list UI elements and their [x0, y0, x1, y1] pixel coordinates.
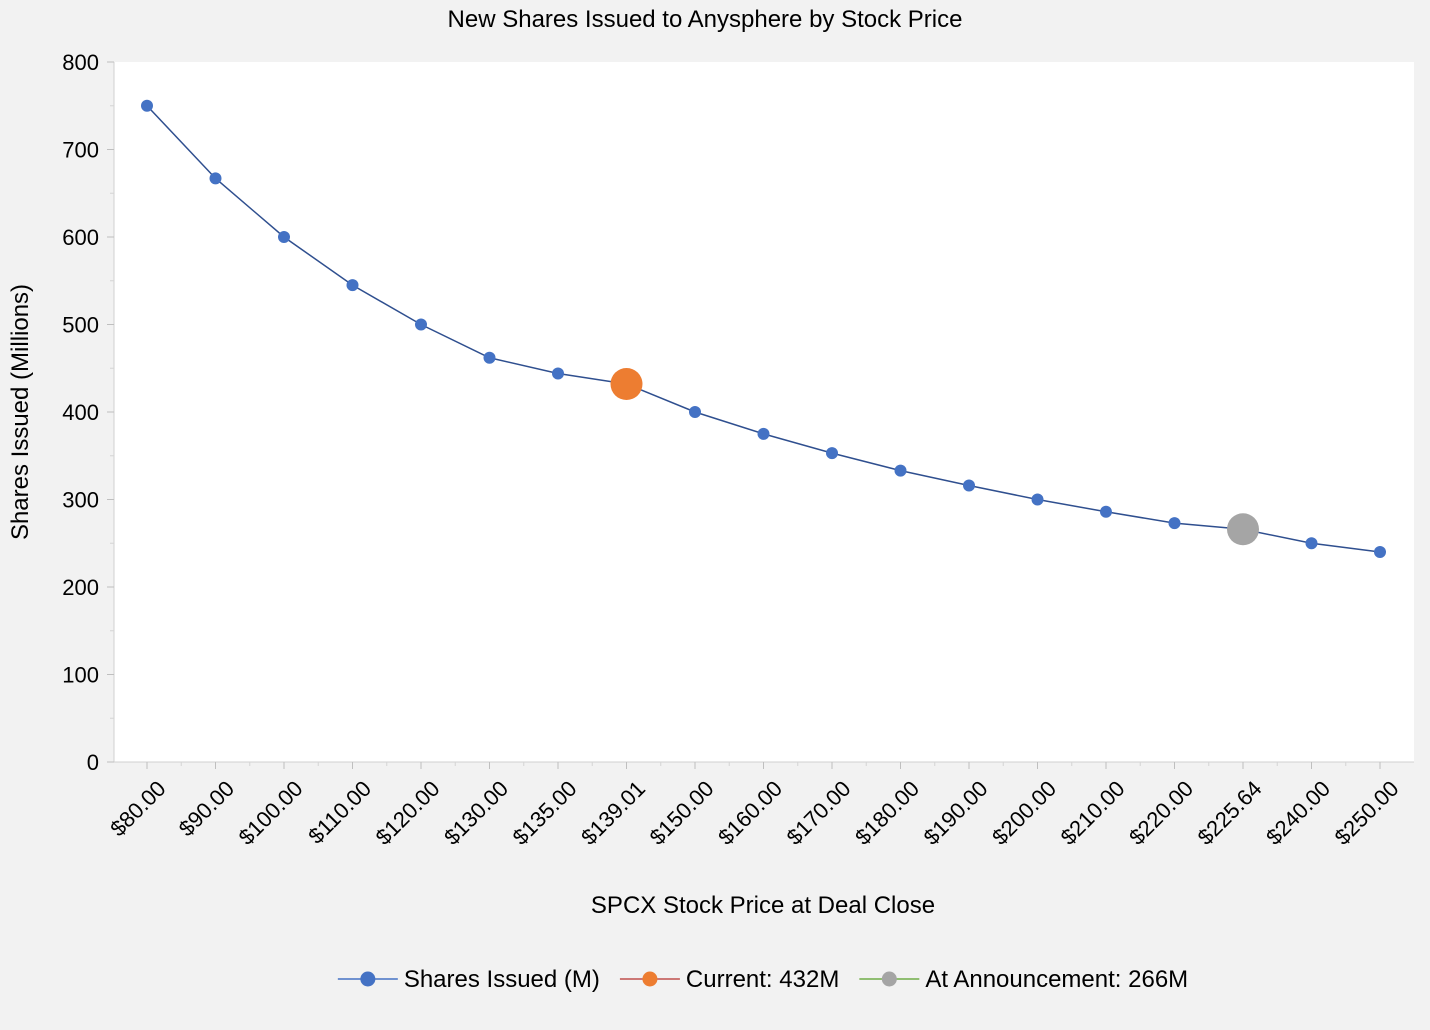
data-point: [483, 351, 496, 364]
y-tick-label: 200: [62, 575, 99, 600]
data-point: [1100, 505, 1112, 518]
x-axis-label: SPCX Stock Price at Deal Close: [591, 892, 935, 919]
legend-key-marker: [360, 971, 376, 987]
y-tick-label: 500: [62, 313, 99, 338]
x-tick-label: $160.00: [713, 776, 787, 850]
data-point: [757, 427, 770, 440]
data-point: [346, 279, 359, 292]
x-tick-label: $240.00: [1261, 776, 1335, 850]
x-tick-label: $135.00: [508, 776, 582, 850]
data-point: [894, 464, 907, 477]
y-tick-label: 300: [62, 488, 99, 513]
y-axis-label: Shares Issued (Millions): [7, 284, 34, 540]
series-layer: [141, 99, 1386, 558]
y-tick-label: 0: [87, 750, 99, 775]
plot-area: [114, 62, 1414, 762]
x-tick-label: $130.00: [439, 776, 513, 850]
data-point: [552, 367, 564, 380]
y-tick-label: 700: [62, 138, 99, 163]
x-tick-label: $220.00: [1124, 776, 1198, 850]
x-tick-label: $210.00: [1056, 776, 1130, 850]
x-tick-label: $139.01: [576, 776, 650, 850]
data-point: [141, 99, 153, 112]
data-point: [826, 447, 838, 460]
y-tick-label: 100: [62, 663, 99, 688]
y-tick-label: 800: [62, 50, 99, 75]
x-tick-label: $150.00: [645, 776, 719, 850]
data-point: [1031, 493, 1044, 506]
x-tick-label: $170.00: [782, 776, 856, 850]
legend-label: Shares Issued (M): [404, 966, 600, 993]
legend: Shares Issued (M) Current: 432M At Announc…: [337, 966, 1188, 993]
data-point: [963, 479, 975, 492]
chart-title: New Shares Issued to Anysphere by Stock …: [448, 6, 963, 33]
x-tick-label: $110.00: [303, 776, 376, 849]
y-tick-label: 400: [62, 400, 99, 425]
highlight-point: [1227, 513, 1259, 546]
highlight-point: [610, 368, 643, 400]
data-point: [209, 172, 222, 185]
x-tick-label: $190.00: [919, 776, 993, 850]
x-tick-label: $100.00: [234, 776, 308, 850]
y-tick-label: 600: [62, 225, 99, 250]
x-tick-label: $120.00: [371, 776, 445, 850]
x-tick-label: $180.00: [850, 776, 924, 850]
x-tick-label: $225.64: [1193, 776, 1267, 850]
data-point: [1168, 517, 1181, 530]
x-tick-label: $90.00: [174, 776, 239, 841]
legend-key-marker: [881, 971, 897, 987]
legend-key-marker: [642, 971, 658, 987]
legend-label: Current: 432M: [686, 966, 839, 993]
x-tick-label: $250.00: [1330, 776, 1404, 850]
data-point: [1305, 537, 1318, 550]
x-tick-label: $200.00: [987, 776, 1061, 850]
data-point: [415, 318, 427, 331]
data-point: [278, 231, 290, 243]
data-point: [689, 406, 701, 418]
legend-label: At Announcement: 266M: [925, 966, 1188, 993]
data-point: [1374, 546, 1386, 558]
x-tick-label: $80.00: [105, 776, 170, 841]
